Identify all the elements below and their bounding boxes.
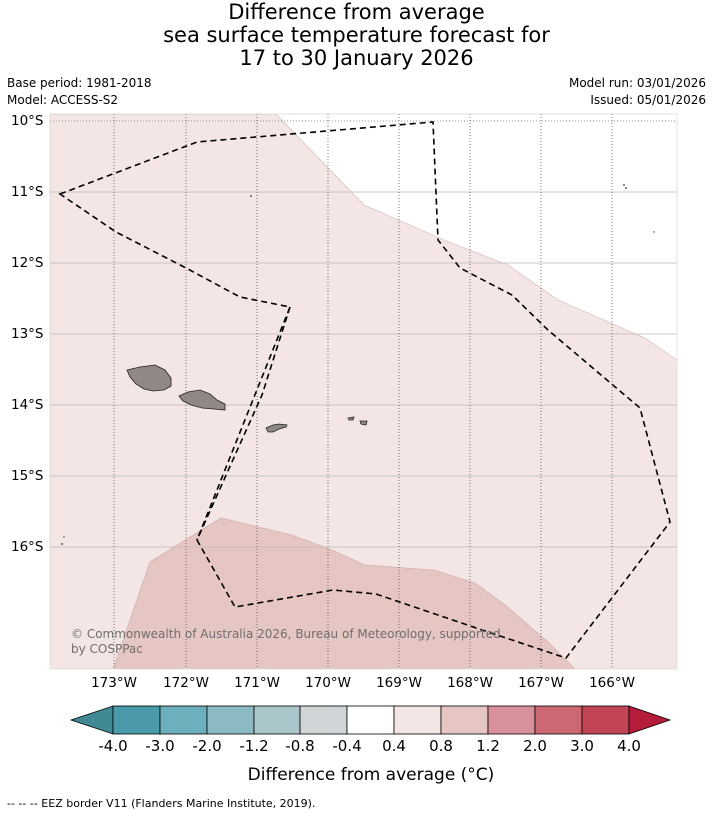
colorbar-under-triangle (69, 705, 114, 735)
colorbar-tick-label: 0.8 (429, 737, 453, 755)
colorbar-bin (581, 705, 630, 735)
colorbar-bin (534, 705, 583, 735)
islet (250, 195, 252, 197)
lat-label: 13°S (11, 326, 44, 342)
copyright-credit: © Commonwealth of Australia 2026, Bureau… (71, 627, 501, 656)
colorbar-tick-label: -4.0 (98, 737, 127, 755)
lat-label: 11°S (11, 184, 44, 200)
colorbar: -4.0 -3.0 -2.0 -1.2 -0.8 -0.4 0.4 0.8 1.2 2.0 3.0 4… (69, 705, 672, 755)
chart-title-line1: Difference from average (228, 0, 485, 24)
lat-label: 12°S (11, 255, 44, 271)
colorbar-bin (440, 705, 489, 735)
longitude-labels: 173°W 172°W 171°W 170°W 169°W 168°W 167°… (91, 675, 635, 691)
lon-label: 168°W (447, 675, 493, 691)
colorbar-bin (299, 705, 348, 735)
base-period: Base period: 1981-2018 (7, 76, 152, 90)
colorbar-bin (159, 705, 208, 735)
latitude-labels: 10°S 11°S 12°S 13°S 14°S 15°S 16°S (11, 113, 44, 555)
colorbar-tick-label: 3.0 (570, 737, 594, 755)
longitude-gridlines (113, 114, 613, 669)
model-name: Model: ACCESS-S2 (7, 93, 119, 107)
issued-date: Issued: 05/01/2026 (590, 93, 706, 107)
colorbar-bin (487, 705, 536, 735)
islet (653, 231, 655, 233)
lon-label: 171°W (234, 675, 280, 691)
lat-label: 15°S (11, 468, 44, 484)
lon-label: 172°W (163, 675, 209, 691)
colorbar-tick-label: 0.4 (382, 737, 406, 755)
chart-title-line2: sea surface temperature forecast for (163, 23, 550, 47)
upolu-island (178, 389, 226, 411)
colorbar-tick-label: -1.2 (239, 737, 268, 755)
lat-label: 14°S (11, 397, 44, 413)
colorbar-bin (346, 705, 395, 735)
anomaly-region-dark (112, 517, 576, 669)
colorbar-over-triangle (628, 705, 672, 735)
lat-label: 16°S (11, 539, 44, 555)
lon-label: 166°W (589, 675, 635, 691)
colorbar-bin (253, 705, 301, 735)
chart-title-line3: 17 to 30 January 2026 (239, 46, 474, 70)
model-run: Model run: 03/01/2026 (568, 76, 706, 90)
lon-label: 169°W (376, 675, 422, 691)
lon-label: 173°W (91, 675, 137, 691)
islet (625, 187, 627, 189)
colorbar-tick-label: 2.0 (523, 737, 547, 755)
colorbar-bin (206, 705, 255, 735)
colorbar-tick-label: -3.0 (145, 737, 174, 755)
tau-island (359, 420, 368, 426)
colorbar-bin (393, 705, 442, 735)
colorbar-tick-label: -2.0 (192, 737, 221, 755)
colorbar-tick-label: 4.0 (617, 737, 641, 755)
map-frame (49, 113, 678, 670)
tutuila-island (265, 423, 288, 433)
islet (623, 184, 625, 186)
lon-label: 167°W (518, 675, 564, 691)
eez-legend-note: -- -- -- EEZ border V11 (Flanders Marine… (7, 797, 316, 810)
latitude-gridlines (50, 191, 677, 548)
colorbar-tick-label: -0.8 (285, 737, 314, 755)
lat-label: 10°S (11, 113, 44, 129)
colorbar-bin (112, 705, 161, 735)
colorbar-tick-label: -0.4 (332, 737, 361, 755)
islet (61, 543, 63, 545)
islet (63, 536, 65, 538)
colorbar-title: Difference from average (°C) (248, 765, 495, 785)
savaii-island (126, 364, 172, 392)
lon-label: 170°W (305, 675, 351, 691)
eez-border-samoa (58, 121, 671, 659)
ofu-island (347, 416, 355, 421)
eez-border-american-samoa (196, 306, 291, 541)
map-area (50, 114, 677, 669)
colorbar-tick-label: 1.2 (476, 737, 500, 755)
